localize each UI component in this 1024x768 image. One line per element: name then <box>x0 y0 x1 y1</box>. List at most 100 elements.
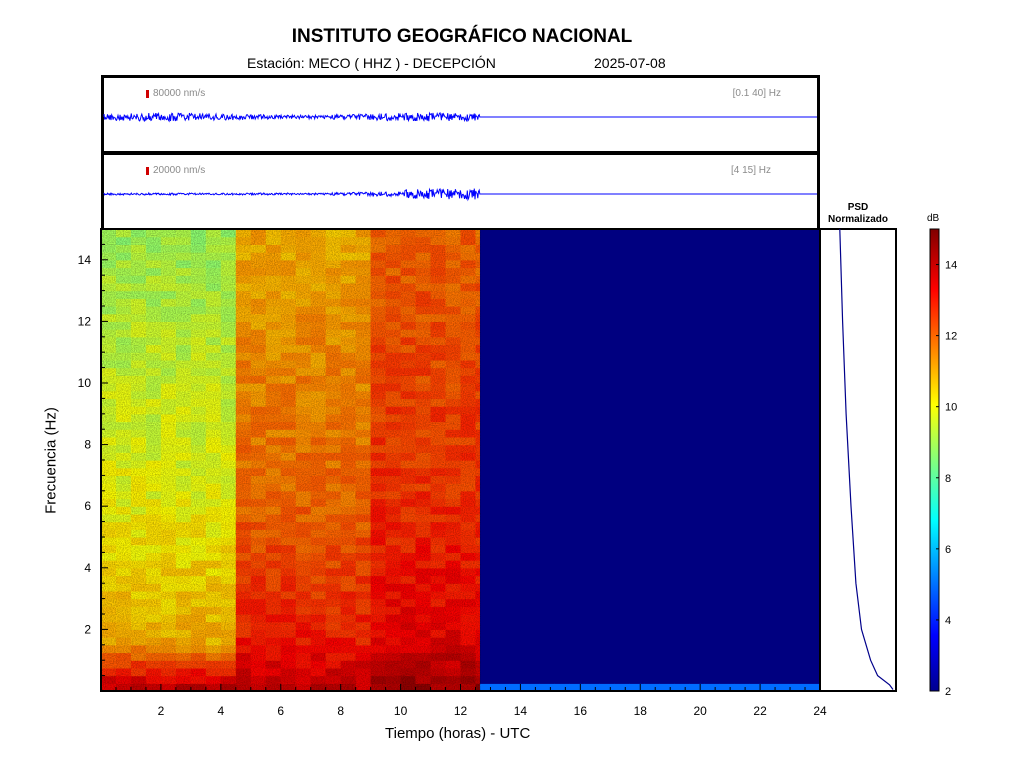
spectrogram-cell <box>809 498 821 507</box>
spectrogram-cell <box>734 313 751 322</box>
spectrogram-cell <box>539 329 556 338</box>
spectrogram-cell <box>704 336 721 346</box>
spectrogram-cell <box>554 606 571 615</box>
spectrogram-cell <box>779 244 796 253</box>
spectrogram-cell <box>734 398 751 407</box>
spectrogram-cell <box>554 267 571 276</box>
spectrogram-cell <box>704 329 721 338</box>
spectrogram-cell <box>629 606 646 615</box>
spectrogram-cell <box>644 506 661 515</box>
spectrogram-cell <box>749 390 766 399</box>
spectrogram-cell <box>479 306 496 315</box>
spectrogram-cell <box>644 552 661 561</box>
spectrogram-cell <box>584 529 601 538</box>
spectrogram-cell <box>509 383 526 392</box>
spectrogram-cell <box>794 567 811 577</box>
spectrogram-cell <box>674 267 691 276</box>
spectrogram-cell <box>659 644 676 654</box>
spectrogram-cell <box>494 467 511 476</box>
spectrogram-cell <box>794 637 811 646</box>
spectrogram-cell <box>794 513 811 523</box>
spectrogram-cell <box>794 436 811 446</box>
spectrogram-cell <box>539 321 556 330</box>
spectrogram-cell <box>479 298 496 307</box>
spectrogram-cell <box>584 406 601 415</box>
spectrogram-cell <box>809 298 821 307</box>
spectrogram-cell <box>494 406 511 415</box>
spectrogram-cell <box>614 460 631 469</box>
spectrogram-cell <box>479 621 496 630</box>
spectrogram-cell <box>584 352 601 361</box>
spectrogram-cell <box>719 475 736 484</box>
spectrogram-cell <box>554 290 571 299</box>
spectrogram-cell <box>659 498 676 507</box>
spectrogram-cell <box>659 606 676 615</box>
spectrogram-cell <box>764 252 781 261</box>
spectrogram-cell <box>764 629 781 638</box>
spectrogram-cell <box>599 306 616 315</box>
spectrogram-cell <box>524 567 541 577</box>
spectrogram-cell <box>569 675 586 684</box>
spectrogram-cell <box>764 413 781 423</box>
spectrogram-cell <box>629 498 646 507</box>
trace-waveform-broadband <box>103 111 817 123</box>
spectrogram-cell <box>479 421 496 430</box>
spectrogram-cell <box>734 344 751 353</box>
spectrogram-cell <box>794 452 811 461</box>
spectrogram-cell <box>644 359 661 369</box>
spectrogram-cell <box>749 282 766 292</box>
spectrogram-cell <box>734 436 751 446</box>
spectrogram-cell <box>524 513 541 523</box>
spectrogram-cell <box>524 429 541 438</box>
spectrogram-cell <box>644 460 661 469</box>
spectrogram-cell <box>689 375 706 384</box>
spectrogram-cell <box>539 344 556 353</box>
spectrogram-cell <box>509 444 526 453</box>
spectrogram-cell <box>794 460 811 469</box>
spectrogram-cell <box>779 306 796 315</box>
spectrogram-cell <box>539 421 556 430</box>
spectrogram-cell <box>749 336 766 346</box>
spectrogram-cell <box>659 629 676 638</box>
spectrogram-cell <box>674 336 691 346</box>
spectrogram-cell <box>554 229 571 238</box>
spectrogram-cell <box>764 675 781 684</box>
spectrogram-cell <box>734 421 751 430</box>
spectrogram-cell <box>689 398 706 407</box>
spectrogram-cell <box>674 637 691 646</box>
spectrogram-cell <box>734 252 751 261</box>
spectrogram-cell <box>524 267 541 276</box>
spectrogram-cell <box>659 652 676 661</box>
spectrogram-cell <box>704 560 721 569</box>
spectrogram-cell <box>674 383 691 392</box>
spectrogram-cell <box>779 229 796 238</box>
spectrogram-cell <box>779 629 796 638</box>
spectrogram-cell <box>584 621 601 630</box>
spectrogram-cell <box>719 660 736 669</box>
spectrogram-cell <box>584 290 601 299</box>
spectrogram-cell <box>554 498 571 507</box>
spectrogram-cell <box>794 375 811 384</box>
spectrogram-cell <box>659 529 676 538</box>
spectrogram-cell <box>509 506 526 515</box>
spectrogram-cell <box>719 490 736 500</box>
spectrogram-cell <box>659 575 676 584</box>
spectrogram-cell <box>674 552 691 561</box>
spectrogram-cell <box>719 483 736 492</box>
spectrogram-cell <box>509 637 526 646</box>
spectrogram-cell <box>809 460 821 469</box>
spectrogram-cell <box>494 383 511 392</box>
spectrogram-cell <box>554 490 571 500</box>
spectrogram-cell <box>614 583 631 592</box>
spectrogram-cell <box>494 544 511 553</box>
spectrogram-cell <box>509 344 526 353</box>
spectrogram-cell <box>704 244 721 253</box>
spectrogram-cell <box>689 660 706 669</box>
spectrogram-cell <box>794 590 811 600</box>
spectrogram-cell <box>644 490 661 500</box>
spectrogram-cell <box>509 275 526 284</box>
spectrogram-cell <box>734 267 751 276</box>
spectrogram-cell <box>539 575 556 584</box>
spectrogram-cell <box>524 444 541 453</box>
spectrogram-cell <box>749 344 766 353</box>
